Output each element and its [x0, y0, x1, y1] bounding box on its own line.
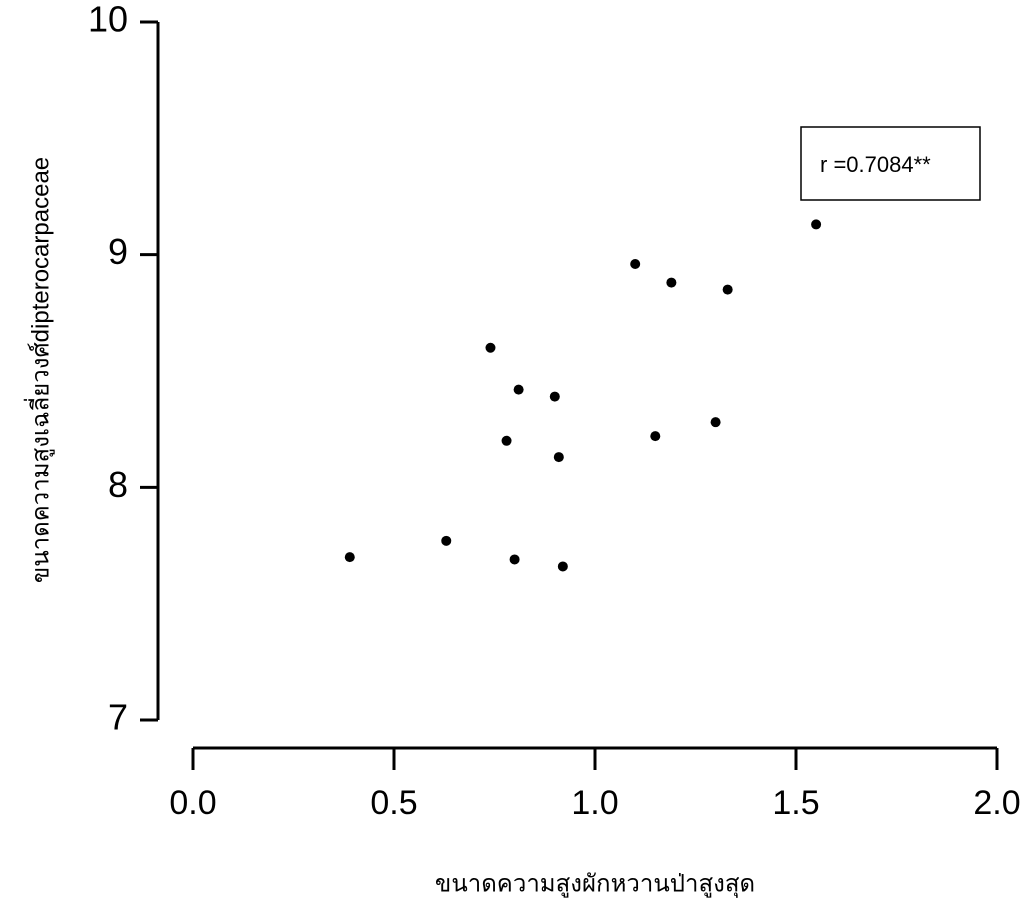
annotation: r =0.7084** — [820, 152, 931, 177]
y-axis-label: ขนาดความสูงเฉลี่ยวงศ์dipterocarpaceae — [23, 157, 55, 583]
point — [558, 561, 568, 571]
x-tick-label: 2.0 — [973, 784, 1020, 822]
point — [666, 278, 676, 288]
x-tick-label: 0.0 — [169, 784, 216, 822]
x-tick-label: 1.5 — [772, 784, 819, 822]
point — [441, 536, 451, 546]
y-tick-label: 10 — [88, 0, 128, 40]
point — [485, 343, 495, 353]
point — [550, 392, 560, 402]
point — [711, 417, 721, 427]
point — [554, 452, 564, 462]
point — [510, 554, 520, 564]
y-tick-label: 8 — [108, 464, 128, 505]
x-tick-label: 0.5 — [370, 784, 417, 822]
point — [630, 259, 640, 269]
point — [650, 431, 660, 441]
point — [514, 385, 524, 395]
y-tick-label: 7 — [108, 697, 128, 738]
point — [502, 436, 512, 446]
chart: ขนาดความสูงผักหวานป่าสูงสุด ขนาดความสูงเ… — [0, 0, 1034, 908]
point — [723, 285, 733, 295]
x-axis-label: ขนาดความสูงผักหวานป่าสูงสุด — [435, 870, 755, 898]
x-tick-label: 1.0 — [571, 784, 618, 822]
point — [345, 552, 355, 562]
y-tick-label: 9 — [108, 231, 128, 272]
point — [811, 219, 821, 229]
